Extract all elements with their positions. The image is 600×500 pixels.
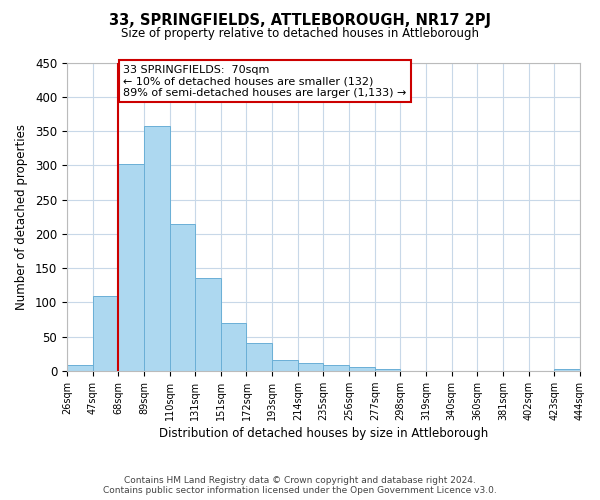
Bar [195, 278, 221, 371]
Text: Contains HM Land Registry data © Crown copyright and database right 2024.
Contai: Contains HM Land Registry data © Crown c… [103, 476, 497, 495]
Bar [554, 370, 580, 371]
Bar [118, 164, 144, 371]
Bar [92, 296, 118, 371]
Text: 33 SPRINGFIELDS:  70sqm
← 10% of detached houses are smaller (132)
89% of semi-d: 33 SPRINGFIELDS: 70sqm ← 10% of detached… [124, 64, 407, 98]
X-axis label: Distribution of detached houses by size in Attleborough: Distribution of detached houses by size … [159, 427, 488, 440]
Bar [170, 224, 195, 371]
Text: 33, SPRINGFIELDS, ATTLEBOROUGH, NR17 2PJ: 33, SPRINGFIELDS, ATTLEBOROUGH, NR17 2PJ [109, 12, 491, 28]
Bar [298, 362, 323, 371]
Y-axis label: Number of detached properties: Number of detached properties [15, 124, 28, 310]
Bar [67, 364, 92, 371]
Bar [247, 344, 272, 371]
Bar [349, 368, 375, 371]
Bar [323, 364, 349, 371]
Bar [272, 360, 298, 371]
Bar [375, 370, 400, 371]
Bar [221, 323, 247, 371]
Bar [144, 126, 170, 371]
Text: Size of property relative to detached houses in Attleborough: Size of property relative to detached ho… [121, 28, 479, 40]
